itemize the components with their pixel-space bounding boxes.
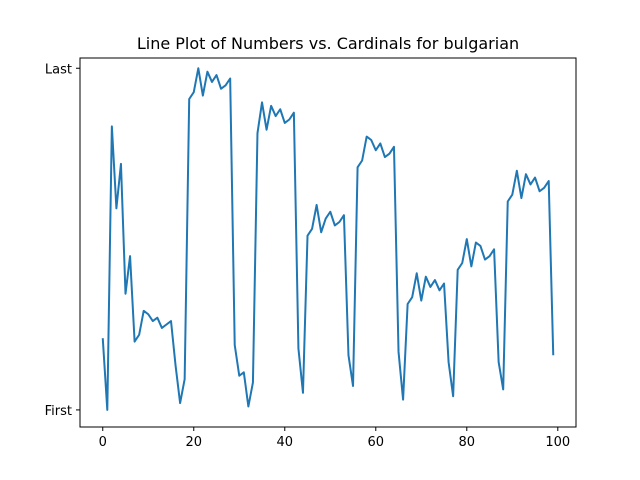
x-tick-label: 20 bbox=[185, 435, 202, 450]
x-tick-label: 0 bbox=[99, 435, 107, 450]
x-tick-label: 40 bbox=[276, 435, 293, 450]
chart-title: Line Plot of Numbers vs. Cardinals for b… bbox=[137, 34, 519, 53]
y-tick-label: First bbox=[45, 404, 72, 419]
x-tick-label: 80 bbox=[459, 435, 476, 450]
y-tick-label: Last bbox=[45, 62, 72, 77]
axes-frame bbox=[79, 57, 577, 428]
x-tick-label: 100 bbox=[545, 435, 570, 450]
plot-area bbox=[101, 67, 555, 411]
x-tick-label: 60 bbox=[368, 435, 385, 450]
series-line bbox=[101, 67, 555, 411]
axis-ticks: 0 20 40 60 80 100 First Last bbox=[45, 62, 571, 450]
